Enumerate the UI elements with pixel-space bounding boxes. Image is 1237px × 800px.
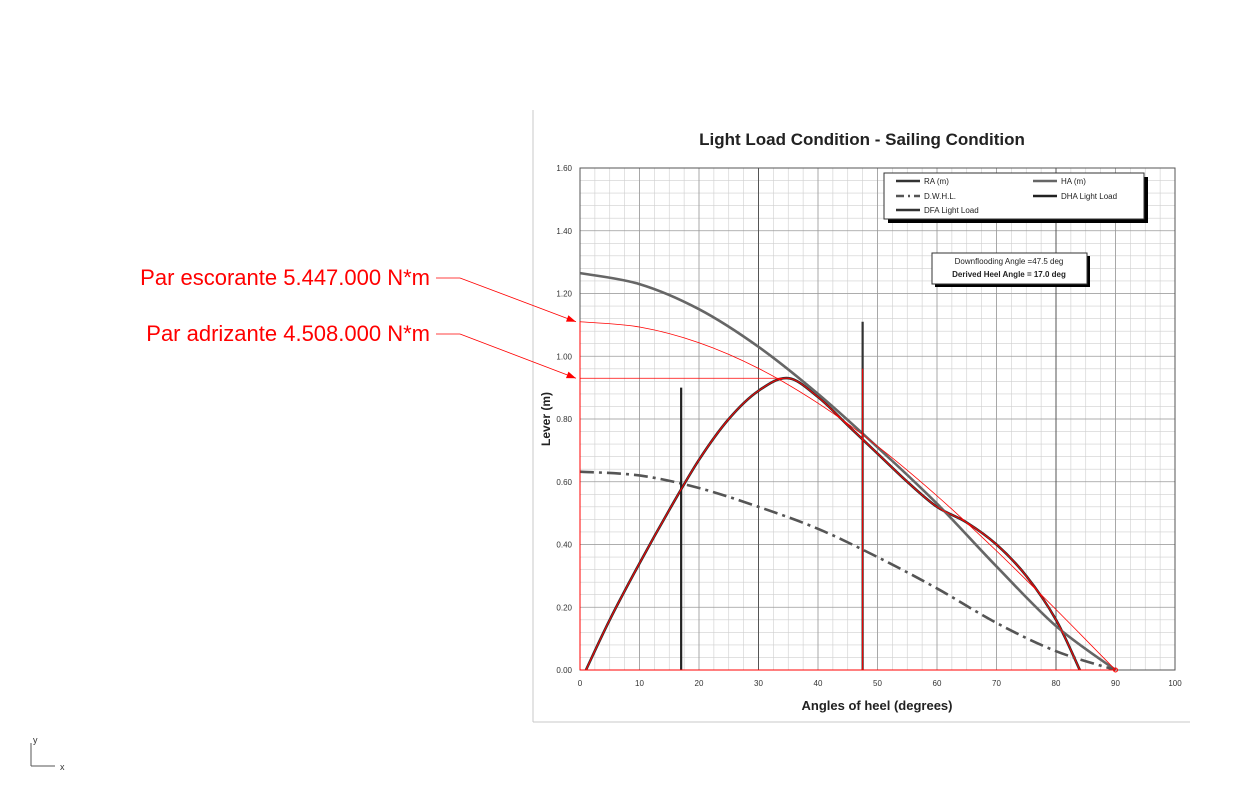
legend-label: D.W.H.L. [924, 192, 956, 201]
x-tick-label: 100 [1168, 679, 1182, 688]
righting-arrow-head [566, 371, 576, 379]
axis-triad-icon: y x [30, 735, 65, 772]
x-tick-label: 50 [873, 679, 882, 688]
info-box [931, 252, 1088, 285]
legend-label: HA (m) [1061, 177, 1086, 186]
x-tick-label: 20 [695, 679, 704, 688]
y-tick-label: 0.00 [556, 666, 572, 675]
legend-label: DHA Light Load [1061, 192, 1117, 201]
y-tick-label: 0.40 [556, 541, 572, 550]
ra-red-trace [585, 377, 1081, 671]
x-tick-label: 10 [635, 679, 644, 688]
heeling-moment-label: Par escorante 5.447.000 N*m [140, 265, 430, 290]
y-tick-label: 1.20 [556, 290, 572, 299]
righting-arrow-line [459, 333, 577, 379]
chart-title: Light Load Condition - Sailing Condition [699, 130, 1025, 149]
series-line-2 [579, 470, 1116, 672]
y-tick-label: 0.80 [556, 415, 572, 424]
y-tick-label: 1.00 [556, 352, 572, 361]
x-tick-label: 0 [578, 679, 583, 688]
series-line-1 [579, 271, 1117, 672]
vanishing-point-marker [1113, 667, 1118, 673]
x-tick-label: 40 [814, 679, 823, 688]
y-tick-labels: 0.00 0.20 0.40 0.60 0.80 1.00 1.20 1.40 1.60 [556, 164, 572, 675]
legend-box [883, 172, 1145, 220]
righting-moment-label: Par adrizante 4.508.000 N*m [146, 321, 430, 346]
triad-y-label: y [33, 735, 38, 745]
legend-label: RA (m) [924, 177, 949, 186]
x-tick-label: 60 [933, 679, 942, 688]
y-tick-label: 1.40 [556, 227, 572, 236]
heeling-arrow-line [459, 277, 577, 323]
y-tick-label: 1.60 [556, 164, 572, 173]
y-tick-label: 0.60 [556, 478, 572, 487]
heeling-arm-curve [579, 321, 1116, 671]
x-tick-label: 30 [754, 679, 763, 688]
x-tick-label: 90 [1111, 679, 1120, 688]
annotation-arrows [436, 277, 577, 379]
y-axis-label: Lever (m) [539, 392, 553, 446]
x-tick-labels: 0 10 20 30 40 50 60 70 80 90 100 [578, 679, 1182, 688]
x-axis-label: Angles of heel (degrees) [802, 698, 953, 713]
heeling-arrow-head [566, 315, 576, 322]
info-downflooding-angle: Downflooding Angle =47.5 deg [955, 257, 1064, 266]
x-tick-label: 80 [1052, 679, 1061, 688]
legend: RA (m) HA (m) D.W.H.L. DHA Light Load DFA Li… [896, 177, 1117, 215]
legend-label: DFA Light Load [924, 206, 979, 215]
triad-x-label: x [60, 762, 65, 772]
y-tick-label: 0.20 [556, 603, 572, 612]
red-overlay-layer [579, 321, 1118, 673]
info-derived-heel-angle: Derived Heel Angle = 17.0 deg [952, 270, 1066, 279]
x-tick-label: 70 [992, 679, 1001, 688]
